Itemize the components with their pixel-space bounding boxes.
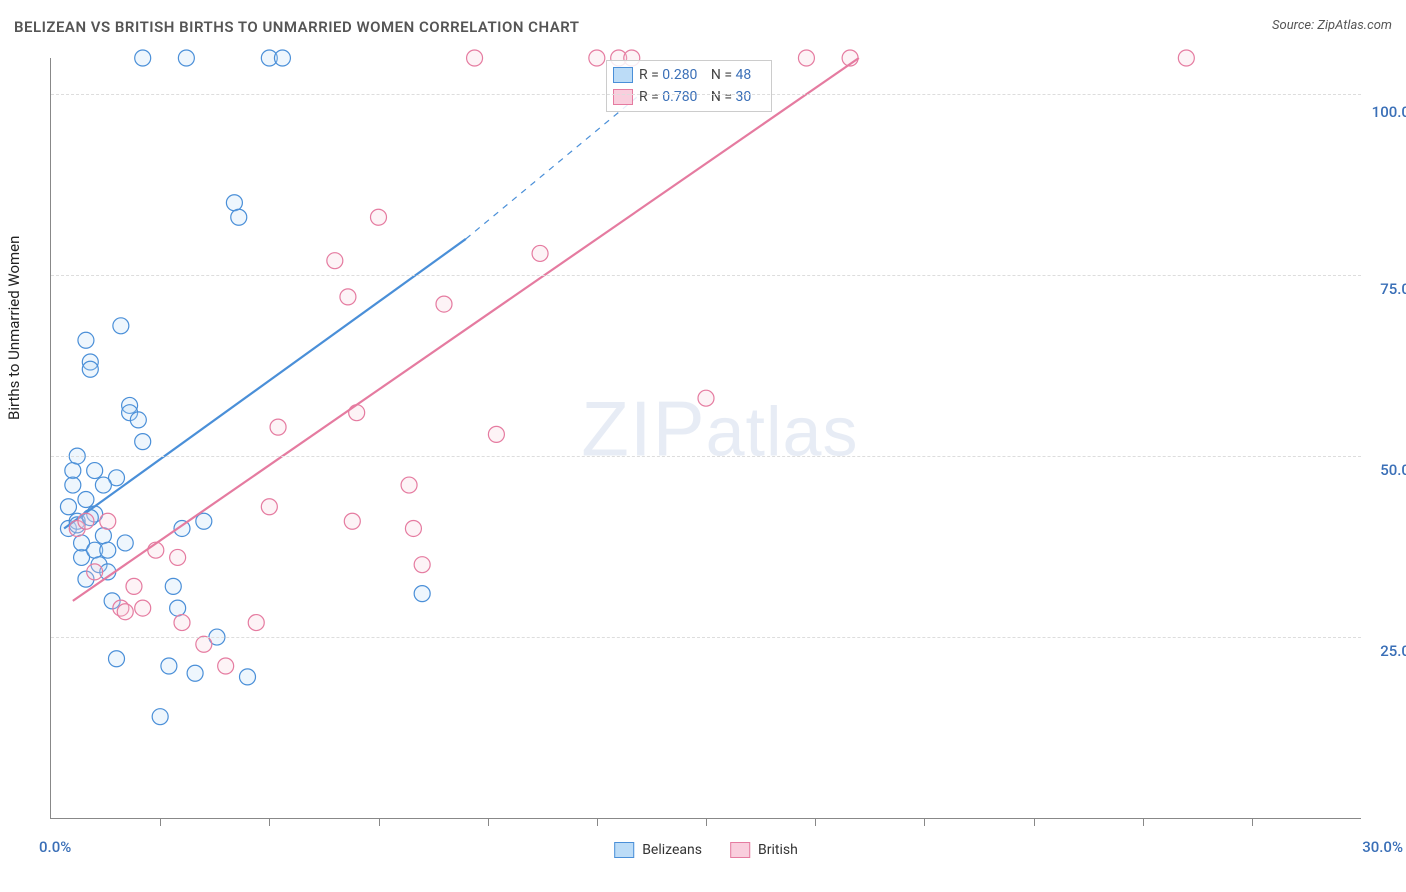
- scatter-point-belizeans: [78, 492, 94, 508]
- x-tick: [706, 818, 707, 826]
- stats-text: R = 0.780 N = 30: [639, 89, 761, 105]
- scatter-point-british: [349, 405, 365, 421]
- scatter-point-british: [261, 499, 277, 515]
- chart-title: BELIZEAN VS BRITISH BIRTHS TO UNMARRIED …: [14, 18, 580, 36]
- scatter-point-british: [401, 477, 417, 493]
- scatter-point-british: [371, 209, 387, 225]
- scatter-point-british: [270, 419, 286, 435]
- scatter-point-belizeans: [95, 477, 111, 493]
- scatter-point-british: [117, 604, 133, 620]
- stats-legend-row-british: R = 0.780 N = 30: [613, 86, 761, 108]
- legend-swatch: [730, 842, 750, 858]
- scatter-point-british: [174, 615, 190, 631]
- scatter-point-belizeans: [65, 477, 81, 493]
- trend-line-british: [73, 58, 859, 601]
- gridline-horizontal: [51, 456, 1361, 457]
- plot-area: ZIPatlas R = 0.280 N = 48R = 0.780 N = 3…: [50, 58, 1361, 819]
- legend-item-british: British: [730, 842, 798, 858]
- scatter-point-british: [344, 513, 360, 529]
- scatter-point-british: [100, 513, 116, 529]
- gridline-horizontal: [51, 637, 1361, 638]
- legend-swatch: [614, 842, 634, 858]
- scatter-point-british: [126, 578, 142, 594]
- x-tick: [160, 818, 161, 826]
- scatter-point-belizeans: [95, 528, 111, 544]
- scatter-point-british: [248, 615, 264, 631]
- scatter-point-belizeans: [165, 578, 181, 594]
- scatter-point-belizeans: [65, 463, 81, 479]
- stats-text: R = 0.280 N = 48: [639, 67, 761, 83]
- x-tick: [1252, 818, 1253, 826]
- scatter-point-belizeans: [240, 669, 256, 685]
- scatter-point-belizeans: [78, 332, 94, 348]
- scatter-point-british: [327, 253, 343, 269]
- chart-svg: [51, 58, 1361, 818]
- x-tick: [597, 818, 598, 826]
- scatter-point-belizeans: [87, 463, 103, 479]
- legend-swatch: [613, 89, 633, 105]
- x-axis-min-label: 0.0%: [39, 838, 71, 856]
- x-tick: [488, 818, 489, 826]
- legend-label: Belizeans: [642, 842, 702, 858]
- x-tick: [379, 818, 380, 826]
- scatter-point-british: [488, 426, 504, 442]
- trend-line-dashed-belizeans: [466, 94, 641, 239]
- scatter-point-belizeans: [113, 318, 129, 334]
- scatter-point-belizeans: [117, 535, 133, 551]
- x-tick: [269, 818, 270, 826]
- scatter-point-belizeans: [274, 50, 290, 66]
- scatter-point-belizeans: [135, 434, 151, 450]
- scatter-point-belizeans: [226, 195, 242, 211]
- scatter-point-british: [532, 245, 548, 261]
- scatter-point-belizeans: [170, 600, 186, 616]
- x-tick: [815, 818, 816, 826]
- y-tick-label: 25.0%: [1380, 642, 1406, 660]
- y-axis-label: Births to Unmarried Women: [5, 236, 23, 420]
- scatter-point-british: [78, 513, 94, 529]
- scatter-point-belizeans: [60, 499, 76, 515]
- scatter-point-belizeans: [135, 50, 151, 66]
- x-tick: [924, 818, 925, 826]
- gridline-horizontal: [51, 94, 1361, 95]
- scatter-point-british: [1178, 50, 1194, 66]
- x-tick: [1143, 818, 1144, 826]
- scatter-point-british: [218, 658, 234, 674]
- scatter-point-british: [405, 520, 421, 536]
- y-tick-label: 50.0%: [1380, 461, 1406, 479]
- y-tick-label: 75.0%: [1380, 280, 1406, 298]
- legend-label: British: [758, 842, 798, 858]
- scatter-point-british: [436, 296, 452, 312]
- scatter-point-british: [340, 289, 356, 305]
- scatter-point-belizeans: [152, 709, 168, 725]
- scatter-point-british: [87, 564, 103, 580]
- y-tick-label: 100.0%: [1372, 103, 1406, 121]
- series-legend: Belizeans British: [614, 842, 798, 858]
- x-tick: [1034, 818, 1035, 826]
- scatter-point-british: [414, 557, 430, 573]
- scatter-point-british: [589, 50, 605, 66]
- scatter-point-british: [467, 50, 483, 66]
- legend-item-belizeans: Belizeans: [614, 842, 702, 858]
- x-axis-max-label: 30.0%: [1362, 838, 1403, 856]
- scatter-point-belizeans: [161, 658, 177, 674]
- scatter-point-belizeans: [196, 513, 212, 529]
- source-attribution: Source: ZipAtlas.com: [1272, 18, 1392, 33]
- scatter-point-belizeans: [82, 361, 98, 377]
- scatter-point-british: [698, 390, 714, 406]
- scatter-point-british: [135, 600, 151, 616]
- scatter-point-belizeans: [178, 50, 194, 66]
- scatter-point-belizeans: [187, 665, 203, 681]
- scatter-point-belizeans: [130, 412, 146, 428]
- legend-swatch: [613, 67, 633, 83]
- gridline-horizontal: [51, 275, 1361, 276]
- scatter-point-british: [170, 549, 186, 565]
- scatter-point-belizeans: [109, 651, 125, 667]
- scatter-point-belizeans: [100, 542, 116, 558]
- scatter-point-belizeans: [414, 586, 430, 602]
- stats-legend: R = 0.280 N = 48 R = 0.780 N = 30: [606, 60, 772, 112]
- scatter-point-british: [798, 50, 814, 66]
- scatter-point-belizeans: [231, 209, 247, 225]
- stats-legend-row-belizeans: R = 0.280 N = 48: [613, 64, 761, 86]
- scatter-point-british: [196, 636, 212, 652]
